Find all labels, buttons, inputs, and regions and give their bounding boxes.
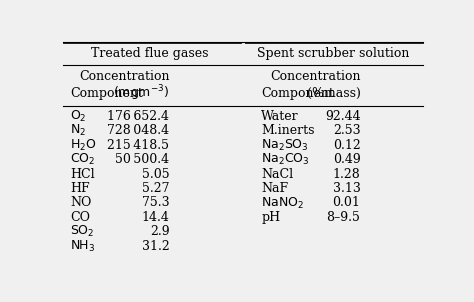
Text: NaF: NaF [261, 182, 288, 195]
Text: 0.01: 0.01 [333, 197, 360, 210]
Text: 176 652.4: 176 652.4 [108, 110, 169, 123]
Text: $\mathrm{CO}_{\mathrm{2}}$: $\mathrm{CO}_{\mathrm{2}}$ [70, 152, 96, 167]
Text: CO: CO [70, 211, 90, 224]
Text: 50 500.4: 50 500.4 [115, 153, 169, 166]
Text: 75.3: 75.3 [142, 197, 169, 210]
Text: 2.9: 2.9 [150, 225, 169, 238]
Text: $\mathrm{Na}_{\mathrm{2}}\mathrm{SO}_{\mathrm{3}}$: $\mathrm{Na}_{\mathrm{2}}\mathrm{SO}_{\m… [261, 138, 309, 153]
Text: 215 418.5: 215 418.5 [108, 139, 169, 152]
Text: Component: Component [70, 87, 143, 100]
Text: HCl: HCl [70, 168, 95, 181]
Text: 2.53: 2.53 [333, 124, 360, 137]
Text: Treated flue gases: Treated flue gases [91, 47, 208, 60]
Text: Spent scrubber solution: Spent scrubber solution [257, 47, 409, 60]
Text: Concentration: Concentration [270, 70, 360, 83]
Text: M.inerts: M.inerts [261, 124, 315, 137]
Text: 31.2: 31.2 [142, 240, 169, 253]
Text: Concentration: Concentration [79, 70, 169, 83]
Text: Component: Component [261, 87, 334, 100]
Text: 5.27: 5.27 [142, 182, 169, 195]
Text: 1.28: 1.28 [333, 168, 360, 181]
Text: $\mathrm{Na}_{\mathrm{2}}\mathrm{CO}_{\mathrm{3}}$: $\mathrm{Na}_{\mathrm{2}}\mathrm{CO}_{\m… [261, 152, 310, 167]
Text: $\mathrm{NH}_{\mathrm{3}}$: $\mathrm{NH}_{\mathrm{3}}$ [70, 239, 96, 254]
Text: 14.4: 14.4 [142, 211, 169, 224]
Text: 0.12: 0.12 [333, 139, 360, 152]
Text: pH: pH [261, 211, 281, 224]
Text: 728 048.4: 728 048.4 [107, 124, 169, 137]
Text: $\mathrm{H}_{\mathrm{2}}\mathrm{O}$: $\mathrm{H}_{\mathrm{2}}\mathrm{O}$ [70, 138, 97, 153]
Text: 3.13: 3.13 [333, 182, 360, 195]
Text: $\mathrm{O}_{\mathrm{2}}$: $\mathrm{O}_{\mathrm{2}}$ [70, 109, 87, 124]
Text: $\mathrm{N}_{\mathrm{2}}$: $\mathrm{N}_{\mathrm{2}}$ [70, 123, 86, 138]
Text: 8–9.5: 8–9.5 [327, 211, 360, 224]
Text: Water: Water [261, 110, 299, 123]
Text: $\mathrm{SO}_{\mathrm{2}}$: $\mathrm{SO}_{\mathrm{2}}$ [70, 224, 95, 239]
Text: NO: NO [70, 197, 91, 210]
Text: $\mathrm{(mg m}^{\mathrm{-3}}\mathrm{)}$: $\mathrm{(mg m}^{\mathrm{-3}}\mathrm{)}$ [113, 83, 169, 103]
Text: NaCl: NaCl [261, 168, 293, 181]
Text: $\mathrm{NaNO}_{\mathrm{2}}$: $\mathrm{NaNO}_{\mathrm{2}}$ [261, 195, 304, 210]
Text: HF: HF [70, 182, 90, 195]
Text: (%mass): (%mass) [307, 87, 360, 100]
Text: 5.05: 5.05 [142, 168, 169, 181]
Text: 92.44: 92.44 [325, 110, 360, 123]
Text: 0.49: 0.49 [333, 153, 360, 166]
